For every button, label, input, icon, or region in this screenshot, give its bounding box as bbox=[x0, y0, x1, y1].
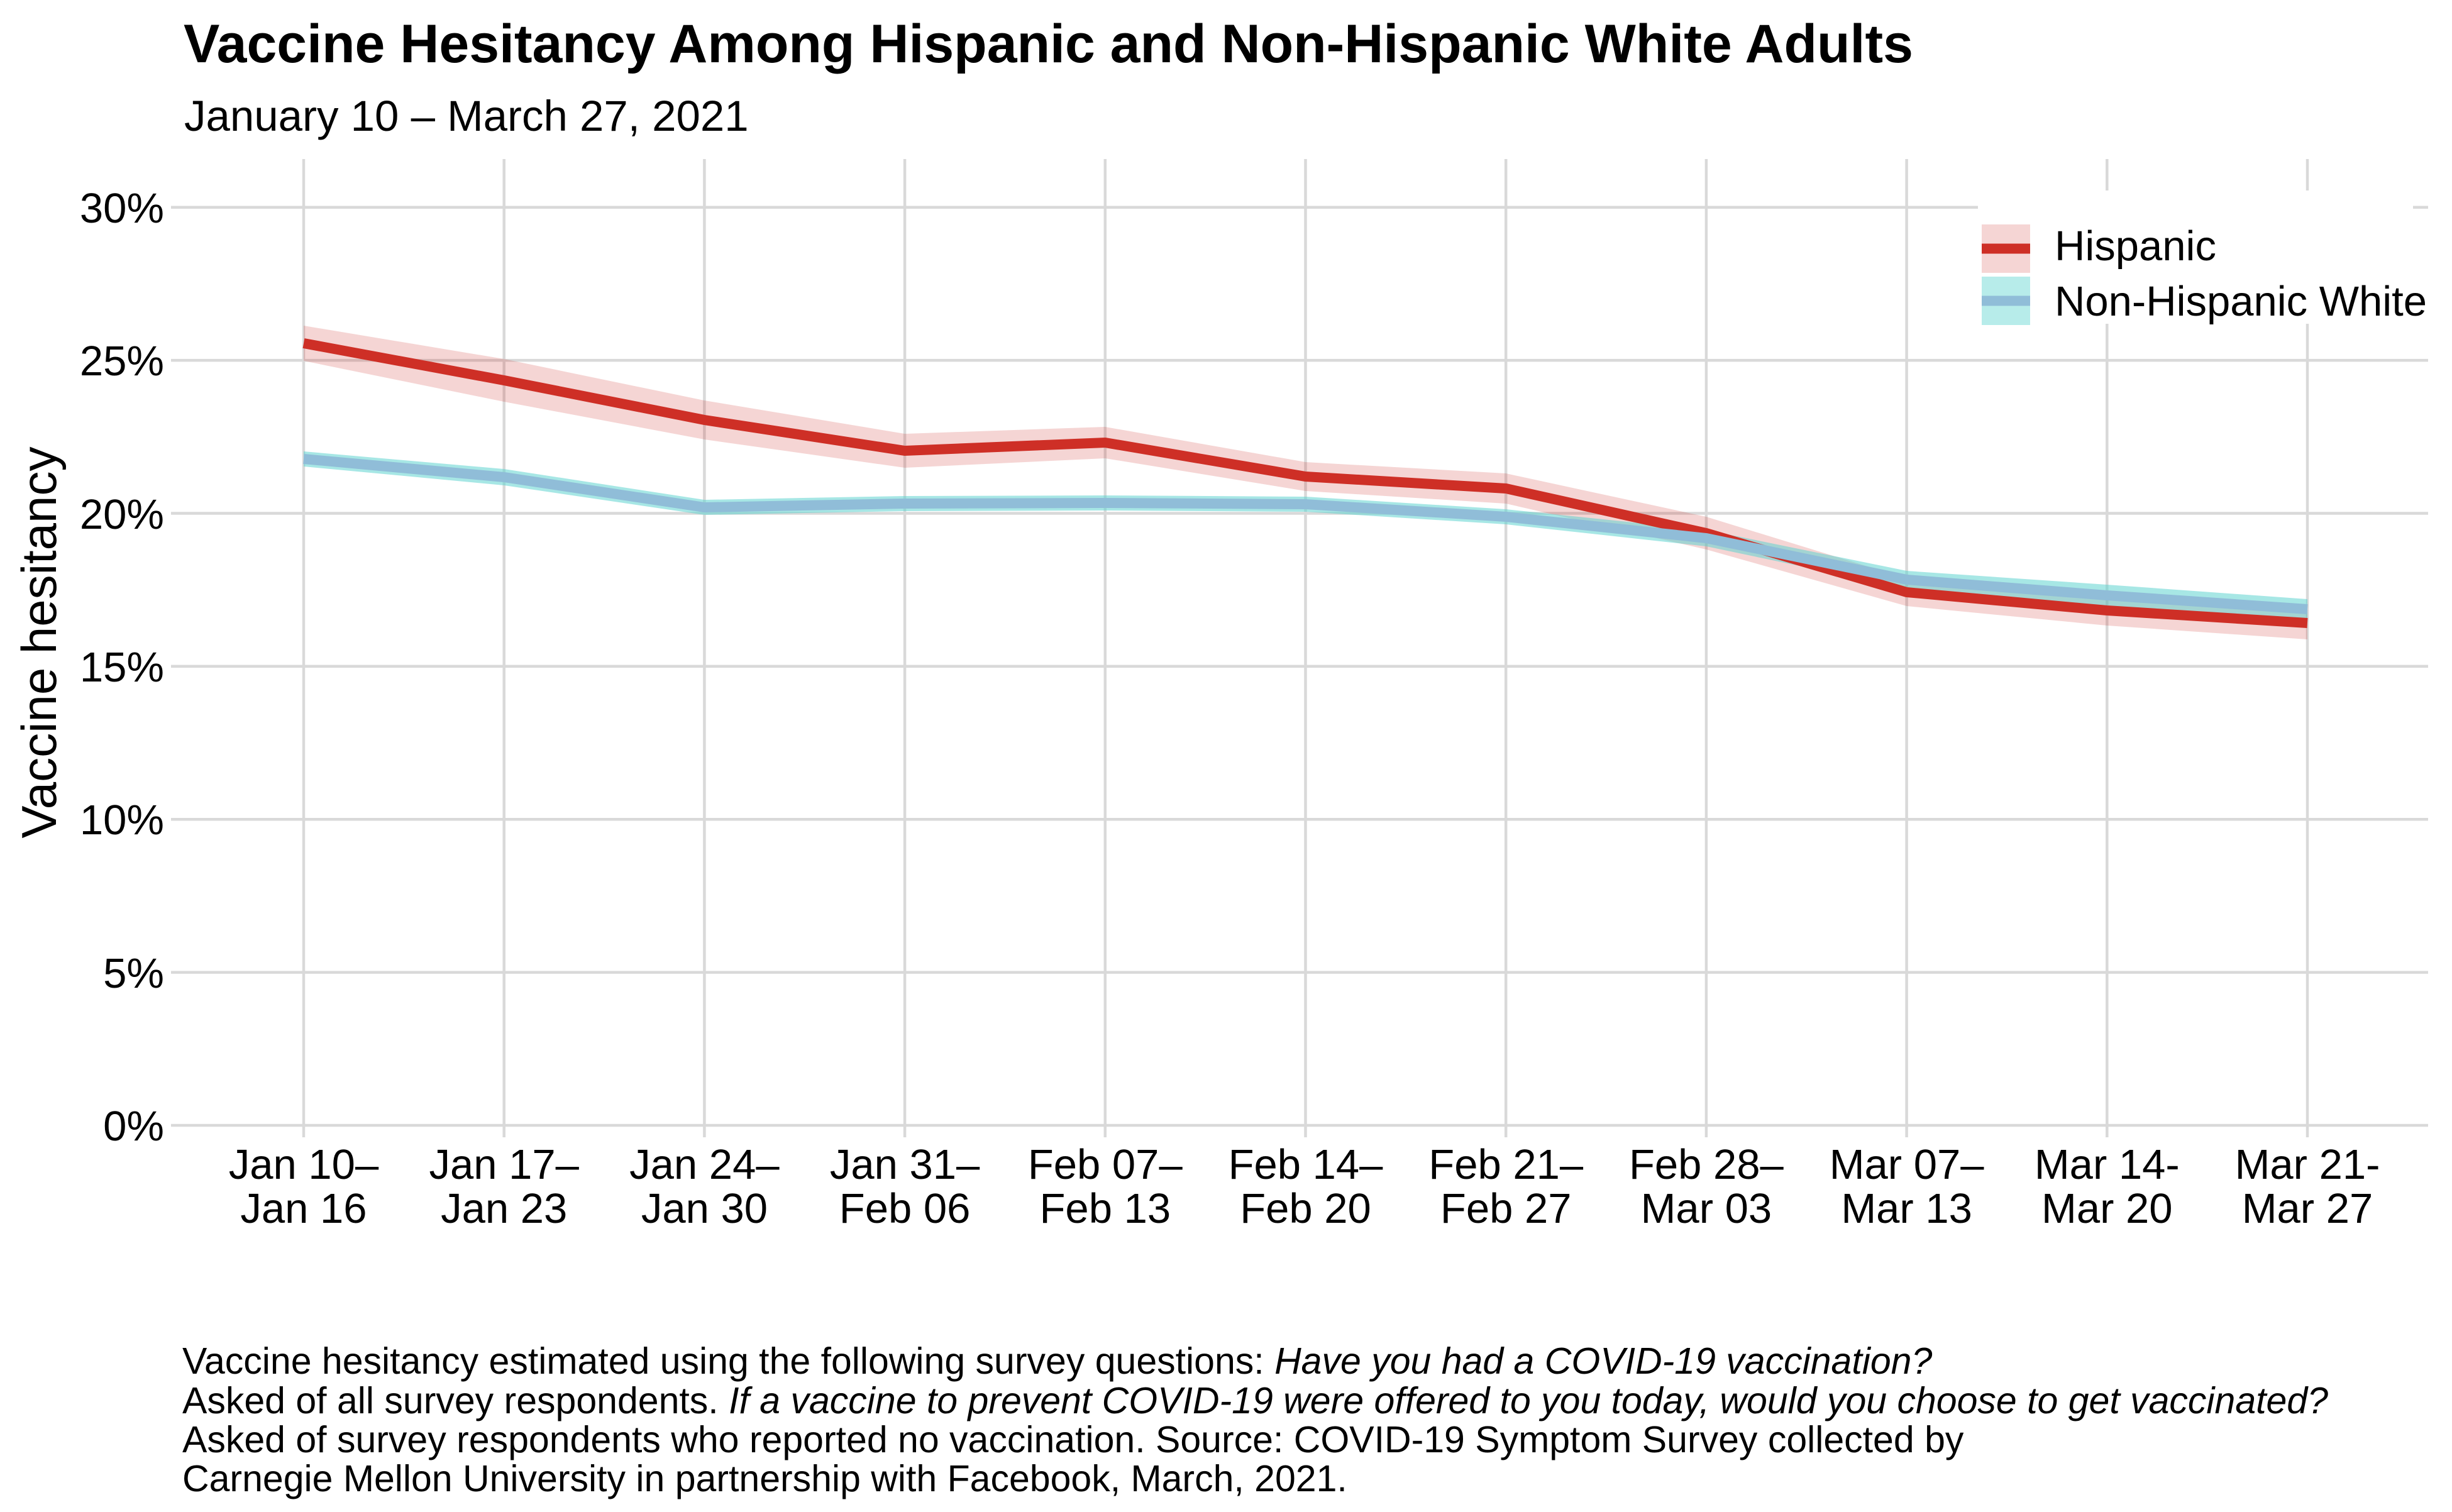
svg-text:Mar 20: Mar 20 bbox=[2041, 1185, 2173, 1232]
svg-text:Jan 31–: Jan 31– bbox=[830, 1141, 980, 1188]
svg-text:Carnegie Mellon University in: Carnegie Mellon University in partnershi… bbox=[182, 1458, 1347, 1499]
svg-text:Jan 23: Jan 23 bbox=[441, 1185, 567, 1232]
svg-text:Jan 16: Jan 16 bbox=[240, 1185, 367, 1232]
svg-text:15%: 15% bbox=[80, 644, 164, 691]
svg-text:Jan 17–: Jan 17– bbox=[429, 1141, 579, 1188]
svg-text:Mar 13: Mar 13 bbox=[1841, 1185, 1972, 1232]
svg-text:Feb 21–: Feb 21– bbox=[1428, 1141, 1584, 1188]
svg-text:Mar 07–: Mar 07– bbox=[1830, 1141, 1985, 1188]
svg-text:Jan 10–: Jan 10– bbox=[229, 1141, 379, 1188]
svg-text:Feb 07–: Feb 07– bbox=[1028, 1141, 1183, 1188]
svg-text:Mar 27: Mar 27 bbox=[2242, 1185, 2373, 1232]
svg-text:Feb 27: Feb 27 bbox=[1440, 1185, 1572, 1232]
svg-text:Mar 21-: Mar 21- bbox=[2235, 1141, 2380, 1188]
svg-text:January 10 – March 27, 2021: January 10 – March 27, 2021 bbox=[184, 92, 749, 140]
svg-text:20%: 20% bbox=[80, 491, 164, 538]
svg-text:25%: 25% bbox=[80, 338, 164, 385]
svg-text:Jan 24–: Jan 24– bbox=[629, 1141, 780, 1188]
svg-text:Asked of all survey respondent: Asked of all survey respondents. If a va… bbox=[182, 1380, 2328, 1421]
svg-text:Mar 14-: Mar 14- bbox=[2035, 1141, 2180, 1188]
svg-text:30%: 30% bbox=[80, 185, 164, 232]
svg-text:Feb 06: Feb 06 bbox=[839, 1185, 971, 1232]
svg-text:Feb 14–: Feb 14– bbox=[1229, 1141, 1384, 1188]
svg-text:Hispanic: Hispanic bbox=[2055, 223, 2216, 270]
svg-text:Feb 20: Feb 20 bbox=[1240, 1185, 1371, 1232]
svg-text:Feb 28–: Feb 28– bbox=[1629, 1141, 1784, 1188]
svg-text:5%: 5% bbox=[103, 950, 164, 997]
svg-text:Mar 03: Mar 03 bbox=[1641, 1185, 1772, 1232]
svg-text:Asked of survey respondents wh: Asked of survey respondents who reported… bbox=[182, 1419, 1964, 1460]
svg-text:Vaccine hesitancy estimated us: Vaccine hesitancy estimated using the fo… bbox=[182, 1340, 1932, 1382]
svg-text:0%: 0% bbox=[103, 1103, 164, 1150]
svg-text:Vaccine Hesitancy Among Hispan: Vaccine Hesitancy Among Hispanic and Non… bbox=[184, 14, 1913, 74]
svg-text:Vaccine hesitancy: Vaccine hesitancy bbox=[11, 447, 67, 839]
svg-text:Non-Hispanic White: Non-Hispanic White bbox=[2055, 278, 2427, 325]
svg-text:Jan 30: Jan 30 bbox=[641, 1185, 768, 1232]
svg-text:10%: 10% bbox=[80, 797, 164, 844]
svg-text:Feb 13: Feb 13 bbox=[1040, 1185, 1171, 1232]
